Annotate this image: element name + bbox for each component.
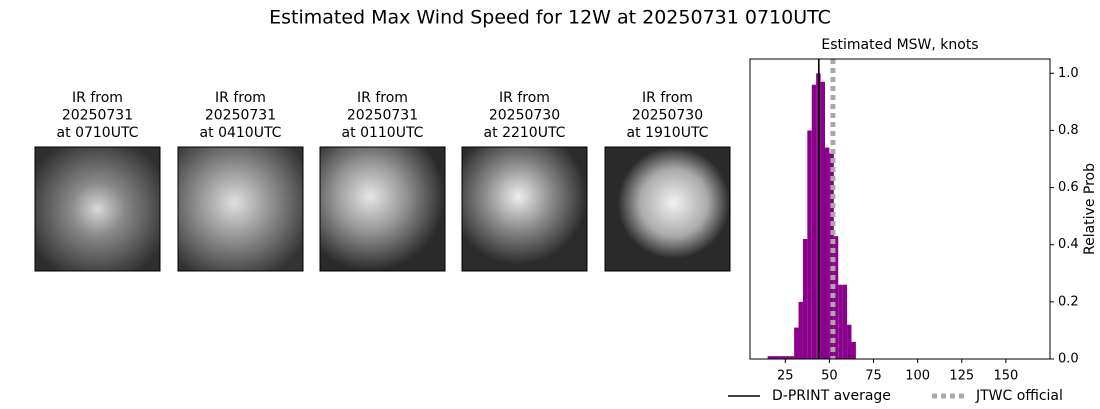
panel-title: 20250731 (205, 108, 276, 124)
panel-title: IR from (72, 90, 123, 106)
panel-title: 20250730 (632, 108, 703, 124)
ir-image (34, 146, 161, 272)
legend-label: JTWC official (975, 388, 1063, 404)
plot-frame (749, 58, 1051, 360)
panel-title: at 0110UTC (342, 125, 424, 141)
bar (820, 81, 825, 359)
x-tick-label: 150 (993, 369, 1018, 384)
bar (838, 284, 843, 359)
panel-title: at 2210UTC (484, 125, 566, 141)
x-tick-label: 100 (905, 369, 930, 384)
main-title: Estimated Max Wind Speed for 12W at 2025… (269, 7, 831, 29)
panel-title: at 1910UTC (627, 125, 709, 141)
x-tick-label: 125 (949, 369, 974, 384)
ir-image (604, 146, 731, 272)
chart-title: Estimated MSW, knots (821, 37, 978, 53)
bar (772, 356, 777, 359)
panel-title: 20250731 (347, 108, 418, 124)
bar (842, 284, 848, 359)
y-tick-label: 0.4 (1058, 237, 1079, 252)
panel-title: 20250731 (62, 108, 133, 124)
bar (776, 356, 781, 359)
bar (811, 84, 817, 359)
ir-image (461, 146, 588, 272)
y-tick-label: 0.0 (1058, 352, 1079, 367)
panel-title: 20250730 (489, 108, 560, 124)
bar (829, 153, 834, 359)
ir-image (319, 146, 446, 272)
y-tick-label: 1.0 (1058, 66, 1079, 81)
x-tick-label: 50 (821, 369, 838, 384)
panel-title: at 0710UTC (57, 125, 139, 141)
bar (789, 356, 795, 359)
bar (794, 327, 799, 359)
y-tick-label: 0.2 (1058, 294, 1079, 309)
ir-image (177, 146, 304, 272)
panel-title: IR from (642, 90, 693, 106)
bar (802, 239, 808, 359)
y-tick-label: 0.6 (1058, 180, 1079, 195)
bar (807, 130, 812, 359)
bar (785, 356, 790, 359)
bar (825, 147, 830, 359)
panel-title: IR from (215, 90, 266, 106)
bar (767, 356, 773, 359)
panel-title: IR from (499, 90, 550, 106)
bar (847, 324, 852, 359)
panel-title: at 0410UTC (200, 125, 282, 141)
panel-title: IR from (357, 90, 408, 106)
x-tick-label: 25 (777, 369, 794, 384)
bar (851, 341, 856, 359)
y-tick-label: 0.8 (1058, 123, 1079, 138)
bar (798, 301, 803, 359)
x-tick-label: 75 (865, 369, 882, 384)
legend-label: D-PRINT average (772, 388, 891, 404)
y-axis-label: Relative Prob (1082, 163, 1098, 255)
bar (833, 236, 839, 359)
bar (780, 356, 786, 359)
